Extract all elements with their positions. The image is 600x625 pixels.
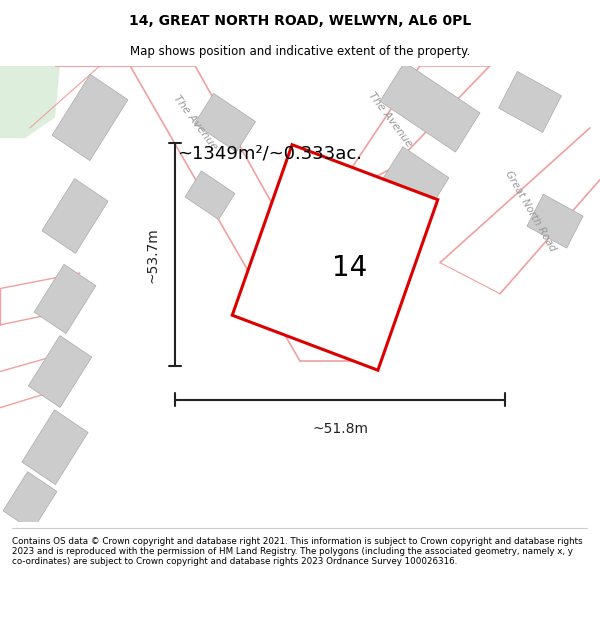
- Polygon shape: [527, 194, 583, 248]
- Text: The Avenue: The Avenue: [366, 90, 414, 149]
- Text: The Avenue: The Avenue: [171, 93, 219, 152]
- Polygon shape: [194, 93, 256, 152]
- Polygon shape: [272, 204, 317, 248]
- Polygon shape: [52, 74, 128, 161]
- Polygon shape: [185, 171, 235, 219]
- Text: Great North Road: Great North Road: [503, 169, 557, 253]
- Polygon shape: [359, 216, 421, 278]
- Text: ~1349m²/~0.333ac.: ~1349m²/~0.333ac.: [178, 145, 362, 162]
- Polygon shape: [232, 145, 438, 370]
- Polygon shape: [130, 66, 365, 387]
- Text: ~51.8m: ~51.8m: [312, 421, 368, 436]
- Text: ~53.7m: ~53.7m: [146, 227, 160, 282]
- Polygon shape: [0, 361, 60, 413]
- Polygon shape: [34, 264, 96, 334]
- Polygon shape: [0, 273, 70, 335]
- Text: 14: 14: [332, 254, 368, 282]
- Polygon shape: [28, 336, 92, 408]
- Polygon shape: [380, 62, 480, 152]
- Text: Contains OS data © Crown copyright and database right 2021. This information is : Contains OS data © Crown copyright and d…: [12, 537, 583, 566]
- Polygon shape: [3, 472, 57, 531]
- Polygon shape: [295, 66, 490, 201]
- Text: Map shows position and indicative extent of the property.: Map shows position and indicative extent…: [130, 46, 470, 58]
- Polygon shape: [440, 180, 600, 371]
- Polygon shape: [499, 71, 562, 132]
- Polygon shape: [42, 179, 108, 253]
- Polygon shape: [381, 147, 449, 213]
- Polygon shape: [22, 410, 88, 484]
- Polygon shape: [0, 66, 60, 138]
- Text: 14, GREAT NORTH ROAD, WELWYN, AL6 0PL: 14, GREAT NORTH ROAD, WELWYN, AL6 0PL: [129, 14, 471, 28]
- Polygon shape: [260, 274, 300, 314]
